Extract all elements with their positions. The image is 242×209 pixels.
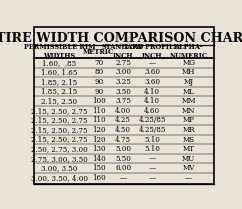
Text: TIRE WIDTH COMPARISON CHART: TIRE WIDTH COMPARISON CHART (0, 32, 242, 45)
Text: MG: MG (182, 59, 195, 67)
Text: 3.00, 3.50: 3.00, 3.50 (41, 164, 77, 172)
Text: 2.15, 2.50, 2.75: 2.15, 2.50, 2.75 (31, 126, 88, 134)
Text: 150: 150 (92, 164, 106, 172)
Text: MP: MP (183, 116, 195, 124)
Text: 4.75: 4.75 (115, 135, 131, 144)
Text: 4.25: 4.25 (115, 116, 131, 124)
Text: —: — (149, 59, 156, 67)
Text: 4.10: 4.10 (144, 97, 160, 105)
Text: 1.60, 1.65: 1.60, 1.65 (41, 68, 77, 76)
Text: 2.75: 2.75 (115, 59, 131, 67)
Text: 4.50: 4.50 (115, 126, 131, 134)
Text: MV: MV (182, 164, 195, 172)
Text: 4.25/85: 4.25/85 (138, 116, 166, 124)
Text: 2.15, 2.50, 2.75: 2.15, 2.50, 2.75 (31, 116, 88, 124)
Text: 5.10: 5.10 (144, 145, 160, 153)
Text: PERMISSIBLE RIM
WIDTHS: PERMISSIBLE RIM WIDTHS (23, 43, 95, 60)
Text: STANDARD
INCH: STANDARD INCH (102, 43, 144, 60)
Text: —: — (185, 174, 192, 182)
Text: 1.85, 2.15: 1.85, 2.15 (41, 88, 77, 96)
Text: MS: MS (183, 135, 195, 144)
Text: 4.60: 4.60 (144, 107, 160, 115)
Text: LOW PROFILE
INCH: LOW PROFILE INCH (125, 43, 179, 60)
Text: METRIC: METRIC (83, 48, 114, 56)
Text: MT: MT (183, 145, 195, 153)
Text: 5.10: 5.10 (144, 135, 160, 144)
Text: ALPHA-
NUMERIC: ALPHA- NUMERIC (170, 43, 208, 60)
Text: MN: MN (182, 107, 196, 115)
Text: 3.00: 3.00 (115, 68, 131, 76)
Text: MU: MU (182, 155, 195, 163)
Text: MR: MR (182, 126, 195, 134)
Text: 2.15, 2.50, 2.75: 2.15, 2.50, 2.75 (31, 107, 88, 115)
Text: 1.85, 2.15: 1.85, 2.15 (41, 78, 77, 86)
Text: 140: 140 (92, 155, 106, 163)
Text: 70: 70 (94, 59, 103, 67)
Text: —: — (149, 164, 156, 172)
Text: MJ: MJ (184, 78, 194, 86)
Text: 130: 130 (92, 145, 106, 153)
Text: 4.25/85: 4.25/85 (138, 126, 166, 134)
Text: 3.00, 3.50, 4.00: 3.00, 3.50, 4.00 (31, 174, 88, 182)
Text: —: — (120, 174, 127, 182)
Text: 4.10: 4.10 (144, 88, 160, 96)
Text: 80: 80 (94, 68, 103, 76)
Text: 3.25: 3.25 (115, 78, 131, 86)
Text: 5.00: 5.00 (115, 145, 131, 153)
Text: 110: 110 (92, 116, 106, 124)
Text: 120: 120 (92, 135, 106, 144)
Text: —: — (149, 155, 156, 163)
Text: —: — (149, 174, 156, 182)
Text: MM: MM (182, 97, 196, 105)
Text: 2.15, 2.50: 2.15, 2.50 (41, 97, 77, 105)
Text: 90: 90 (94, 88, 103, 96)
FancyBboxPatch shape (34, 27, 214, 184)
Text: 1.60,  .85: 1.60, .85 (42, 59, 76, 67)
Text: 2.75, 3.00, 3.50: 2.75, 3.00, 3.50 (31, 155, 88, 163)
Text: 3.50: 3.50 (115, 88, 131, 96)
Text: ML: ML (183, 88, 195, 96)
Text: MH: MH (182, 68, 196, 76)
Text: 120: 120 (92, 126, 106, 134)
Text: 4.00: 4.00 (115, 107, 131, 115)
Text: 160: 160 (92, 174, 106, 182)
Text: 90: 90 (94, 78, 103, 86)
Text: 3.60: 3.60 (144, 68, 160, 76)
Text: 100: 100 (92, 97, 106, 105)
Text: 6.00: 6.00 (115, 164, 131, 172)
Text: 2.15, 2.50, 2.75: 2.15, 2.50, 2.75 (31, 135, 88, 144)
Text: 3.60: 3.60 (144, 78, 160, 86)
Text: 2.50, 2.75, 3.00: 2.50, 2.75, 3.00 (31, 145, 88, 153)
Text: 3.75: 3.75 (115, 97, 131, 105)
Text: 110: 110 (92, 107, 106, 115)
Text: 5.50: 5.50 (115, 155, 131, 163)
